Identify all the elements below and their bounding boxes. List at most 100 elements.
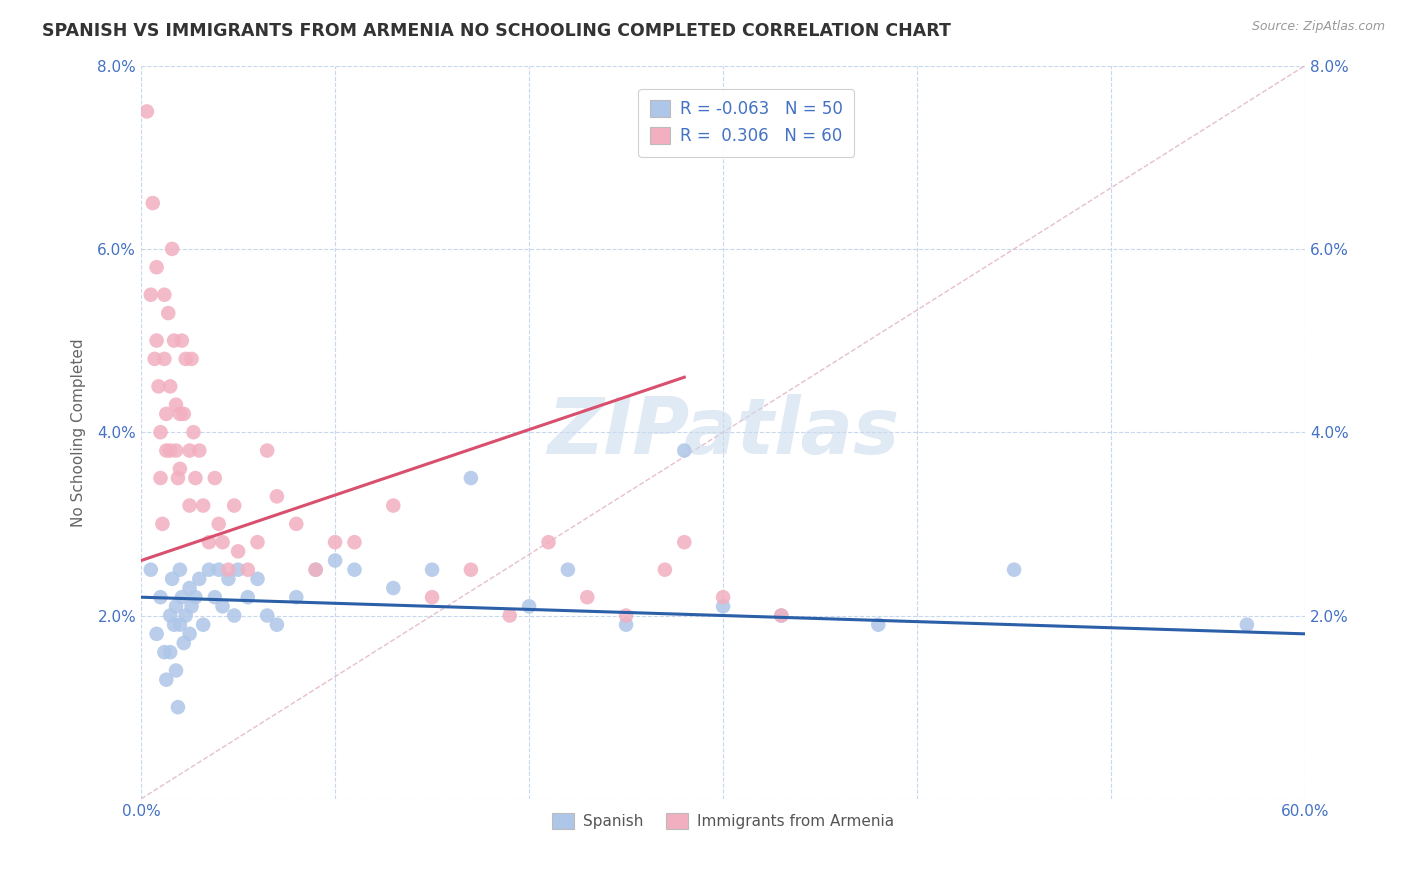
Point <box>143 351 166 366</box>
Point <box>343 563 366 577</box>
Point <box>770 608 793 623</box>
Point <box>246 572 269 586</box>
Point <box>165 664 187 678</box>
Point <box>204 471 226 485</box>
Point <box>174 608 197 623</box>
Point <box>169 563 191 577</box>
Y-axis label: No Schooling Completed: No Schooling Completed <box>72 338 86 526</box>
Point <box>142 196 165 211</box>
Point <box>165 398 187 412</box>
Point <box>145 260 167 275</box>
Point <box>208 563 231 577</box>
Point <box>711 599 734 614</box>
Point <box>173 636 195 650</box>
Point <box>139 563 162 577</box>
Point <box>614 617 637 632</box>
Point <box>305 563 328 577</box>
Point <box>193 499 215 513</box>
Point <box>167 471 190 485</box>
Point <box>170 590 193 604</box>
Point <box>173 407 195 421</box>
Point <box>204 590 226 604</box>
Point <box>382 581 405 595</box>
Point <box>163 617 186 632</box>
Point <box>236 563 259 577</box>
Point <box>179 627 201 641</box>
Point <box>159 608 181 623</box>
Point <box>149 471 172 485</box>
Point <box>226 544 249 558</box>
Point <box>169 617 191 632</box>
Point <box>180 351 202 366</box>
Point <box>517 599 540 614</box>
Point <box>460 471 482 485</box>
Point <box>420 563 443 577</box>
Point <box>145 627 167 641</box>
Point <box>266 489 288 503</box>
Point <box>155 443 177 458</box>
Point <box>557 563 579 577</box>
Point <box>711 590 734 604</box>
Point <box>499 608 522 623</box>
Point <box>155 407 177 421</box>
Point <box>460 563 482 577</box>
Point <box>159 443 181 458</box>
Point <box>285 590 308 604</box>
Point <box>167 700 190 714</box>
Point <box>198 563 221 577</box>
Point <box>148 379 170 393</box>
Point <box>179 499 201 513</box>
Point <box>165 599 187 614</box>
Point <box>153 351 176 366</box>
Point <box>198 535 221 549</box>
Point <box>170 334 193 348</box>
Point <box>211 535 233 549</box>
Point <box>193 617 215 632</box>
Point <box>149 425 172 440</box>
Point <box>343 535 366 549</box>
Point <box>165 443 187 458</box>
Point <box>188 572 211 586</box>
Point <box>179 581 201 595</box>
Point <box>184 471 207 485</box>
Point <box>246 535 269 549</box>
Point <box>169 407 191 421</box>
Point <box>135 104 157 119</box>
Point <box>1002 563 1025 577</box>
Text: ZIPatlas: ZIPatlas <box>547 394 900 470</box>
Point <box>183 425 205 440</box>
Point <box>208 516 231 531</box>
Point <box>180 599 202 614</box>
Point <box>188 443 211 458</box>
Point <box>160 242 183 256</box>
Point <box>673 443 696 458</box>
Point <box>868 617 890 632</box>
Point <box>211 599 233 614</box>
Text: Source: ZipAtlas.com: Source: ZipAtlas.com <box>1251 20 1385 33</box>
Point <box>174 351 197 366</box>
Point <box>266 617 288 632</box>
Point <box>217 563 239 577</box>
Point <box>323 553 346 567</box>
Point <box>256 608 278 623</box>
Point <box>420 590 443 604</box>
Point <box>159 645 181 659</box>
Point <box>149 590 172 604</box>
Point <box>217 572 239 586</box>
Point <box>323 535 346 549</box>
Point <box>139 287 162 301</box>
Point <box>614 608 637 623</box>
Point <box>160 572 183 586</box>
Point <box>382 499 405 513</box>
Point <box>153 645 176 659</box>
Point <box>153 287 176 301</box>
Point <box>184 590 207 604</box>
Point <box>169 462 191 476</box>
Point <box>576 590 599 604</box>
Point <box>224 499 246 513</box>
Text: SPANISH VS IMMIGRANTS FROM ARMENIA NO SCHOOLING COMPLETED CORRELATION CHART: SPANISH VS IMMIGRANTS FROM ARMENIA NO SC… <box>42 22 950 40</box>
Legend: Spanish, Immigrants from Armenia: Spanish, Immigrants from Armenia <box>546 807 900 835</box>
Point <box>163 334 186 348</box>
Point <box>224 608 246 623</box>
Point <box>226 563 249 577</box>
